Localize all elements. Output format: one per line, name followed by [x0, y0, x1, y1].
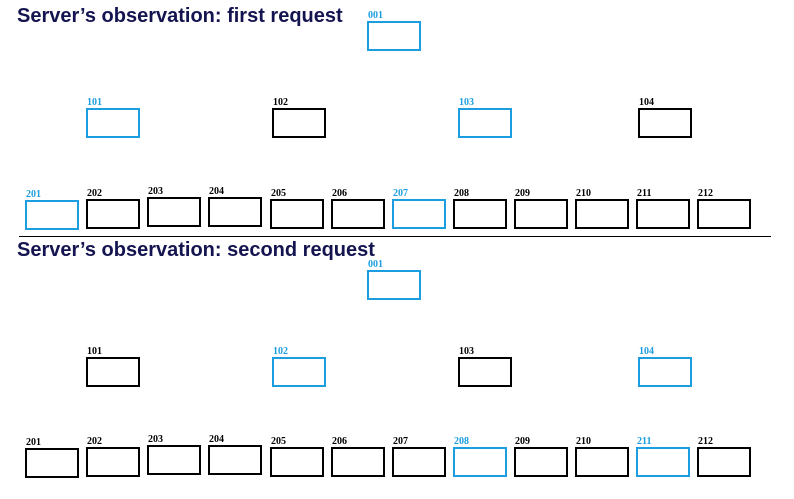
- node-box: [453, 199, 507, 229]
- node-box: [25, 448, 79, 478]
- node-box: [208, 197, 262, 227]
- node-label: 001: [368, 259, 383, 270]
- node-label: 201: [26, 437, 41, 448]
- node-box: [270, 199, 324, 229]
- node-box: [331, 447, 385, 477]
- panel-divider: [19, 236, 771, 237]
- node-box: [272, 357, 326, 387]
- node-box: [86, 447, 140, 477]
- node-label: 208: [454, 436, 469, 447]
- node-label: 207: [393, 188, 408, 199]
- node-box: [638, 108, 692, 138]
- node-label: 211: [637, 188, 652, 199]
- node-label: 101: [87, 346, 102, 357]
- node-label: 101: [87, 97, 102, 108]
- node-label: 206: [332, 436, 347, 447]
- node-box: [697, 199, 751, 229]
- node-label: 209: [515, 436, 530, 447]
- node-label: 104: [639, 346, 654, 357]
- node-label: 204: [209, 434, 224, 445]
- node-box: [697, 447, 751, 477]
- node-box: [272, 108, 326, 138]
- node-label: 001: [368, 10, 383, 21]
- node-label: 211: [637, 436, 652, 447]
- node-label: 203: [148, 186, 163, 197]
- node-label: 207: [393, 436, 408, 447]
- node-box: [147, 445, 201, 475]
- node-label: 104: [639, 97, 654, 108]
- node-label: 202: [87, 436, 102, 447]
- node-box: [575, 447, 629, 477]
- node-box: [147, 197, 201, 227]
- node-label: 202: [87, 188, 102, 199]
- node-box: [453, 447, 507, 477]
- node-box: [86, 357, 140, 387]
- node-box: [270, 447, 324, 477]
- node-label: 204: [209, 186, 224, 197]
- node-label: 212: [698, 188, 713, 199]
- node-box: [636, 447, 690, 477]
- panel-1-title: Server’s observation: first request: [17, 5, 343, 27]
- node-box: [331, 199, 385, 229]
- node-label: 205: [271, 436, 286, 447]
- node-box: [25, 200, 79, 230]
- node-label: 103: [459, 346, 474, 357]
- node-label: 102: [273, 97, 288, 108]
- node-label: 102: [273, 346, 288, 357]
- node-box: [458, 108, 512, 138]
- node-box: [514, 447, 568, 477]
- node-box: [458, 357, 512, 387]
- node-label: 212: [698, 436, 713, 447]
- node-box: [208, 445, 262, 475]
- node-box: [367, 21, 421, 51]
- node-box: [638, 357, 692, 387]
- node-label: 210: [576, 436, 591, 447]
- node-box: [86, 199, 140, 229]
- node-box: [575, 199, 629, 229]
- node-label: 201: [26, 189, 41, 200]
- node-label: 205: [271, 188, 286, 199]
- node-box: [367, 270, 421, 300]
- node-box: [392, 447, 446, 477]
- panel-2-title: Server’s observation: second request: [17, 239, 375, 261]
- node-box: [514, 199, 568, 229]
- node-box: [392, 199, 446, 229]
- node-label: 203: [148, 434, 163, 445]
- node-label: 206: [332, 188, 347, 199]
- node-label: 210: [576, 188, 591, 199]
- node-box: [86, 108, 140, 138]
- node-box: [636, 199, 690, 229]
- node-label: 103: [459, 97, 474, 108]
- node-label: 209: [515, 188, 530, 199]
- node-label: 208: [454, 188, 469, 199]
